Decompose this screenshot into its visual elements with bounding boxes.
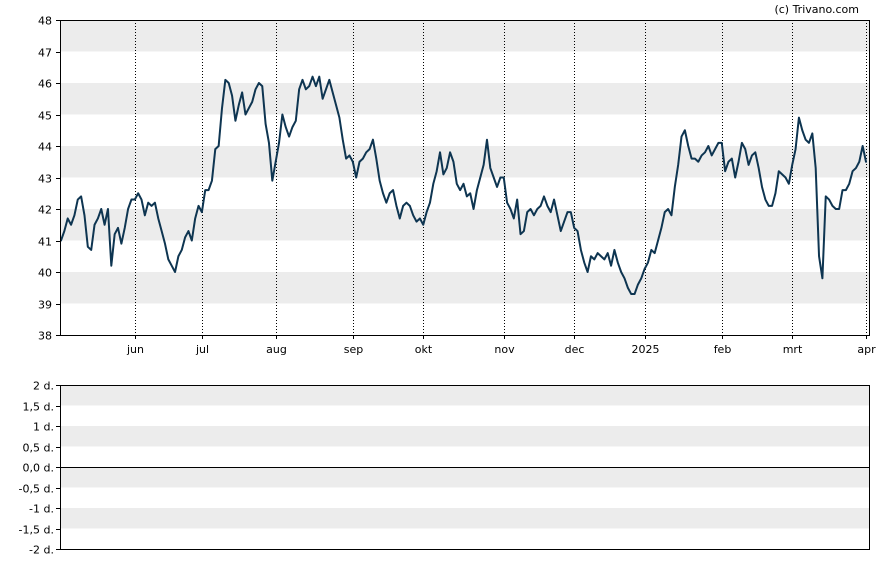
price-y-axis: 38 39 40 41 42 43 44 45 46 47 48 [38, 15, 60, 343]
price-band [60, 20, 869, 52]
x-tick-label: feb [714, 343, 732, 356]
lower-y-tick-label: 0,0 d. [23, 462, 54, 475]
y-tick-label: 38 [38, 330, 52, 343]
x-tick-label: nov [494, 343, 515, 356]
x-tick-label: apr [857, 343, 876, 356]
price-band [60, 209, 869, 241]
lower-panel-bands [60, 385, 869, 529]
lower-y-tick-label: 1 d. [33, 421, 54, 434]
x-tick-label: jun [126, 343, 144, 356]
x-tick-label: aug [266, 343, 287, 356]
y-tick-label: 40 [38, 267, 52, 280]
x-tick-label: 2025 [632, 343, 660, 356]
lower-y-tick-label: -1,5 d. [19, 524, 54, 537]
y-tick-label: 48 [38, 15, 52, 28]
lower-y-tick-label: 2 d. [33, 380, 54, 393]
lower-y-tick-label: 1,5 d. [23, 401, 54, 414]
lower-y-tick-label: -2 d. [29, 544, 54, 557]
lower-y-axis: -2 d. -1,5 d. -1 d. -0,5 d. 0,0 d. 0,5 d. 1 d.… [19, 380, 60, 557]
lower-band [60, 385, 869, 406]
lower-y-tick-label: -1 d. [29, 503, 54, 516]
price-band [60, 83, 869, 115]
lower-band [60, 508, 869, 529]
price-panel-bands [60, 20, 869, 304]
lower-panel-frame [60, 385, 870, 550]
x-tick-label: sep [344, 343, 363, 356]
lower-band [60, 467, 869, 488]
x-tick-label: dec [565, 343, 585, 356]
y-tick-label: 42 [38, 204, 52, 217]
lower-y-tick-label: 0,5 d. [23, 442, 54, 455]
lower-y-tick-label: -0,5 d. [19, 483, 54, 496]
y-tick-label: 45 [38, 110, 52, 123]
lower-band [60, 426, 869, 447]
x-tick-label: okt [415, 343, 433, 356]
x-tick-label: jul [195, 343, 209, 356]
price-band [60, 272, 869, 304]
y-tick-label: 46 [38, 78, 52, 91]
x-tick-label: mrt [783, 343, 803, 356]
y-tick-label: 41 [38, 236, 52, 249]
y-tick-label: 39 [38, 299, 52, 312]
price-panel-frame [60, 20, 870, 336]
month-x-axis: jun jul aug sep okt nov dec 2025 feb mrt apr [126, 335, 876, 356]
y-tick-label: 47 [38, 47, 52, 60]
y-tick-label: 43 [38, 173, 52, 186]
copyright-label: (c) Trivano.com [774, 3, 859, 16]
y-tick-label: 44 [38, 141, 52, 154]
price-line [60, 75, 867, 296]
